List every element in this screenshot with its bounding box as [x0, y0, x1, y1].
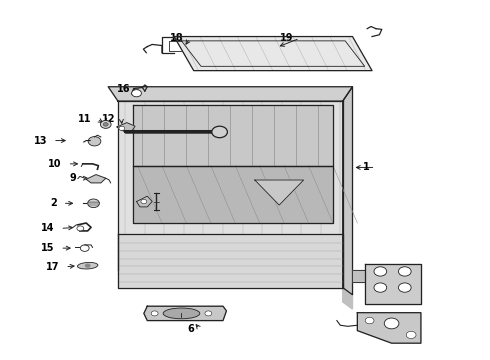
Polygon shape: [86, 175, 106, 183]
Text: 13: 13: [34, 136, 47, 145]
Polygon shape: [365, 264, 421, 304]
Ellipse shape: [163, 308, 200, 319]
Circle shape: [119, 126, 125, 131]
Polygon shape: [118, 101, 343, 270]
Circle shape: [103, 123, 108, 126]
Circle shape: [88, 199, 99, 208]
Polygon shape: [343, 87, 352, 295]
Circle shape: [374, 283, 387, 292]
Polygon shape: [255, 180, 304, 205]
Text: 7: 7: [407, 324, 414, 334]
Circle shape: [100, 121, 111, 129]
Polygon shape: [144, 306, 226, 320]
Circle shape: [141, 199, 147, 204]
Polygon shape: [133, 166, 333, 223]
Circle shape: [132, 90, 142, 97]
Circle shape: [406, 331, 416, 338]
Circle shape: [212, 126, 227, 138]
Text: 17: 17: [46, 262, 59, 272]
Ellipse shape: [77, 262, 98, 269]
Polygon shape: [117, 123, 135, 131]
Polygon shape: [133, 105, 333, 166]
Polygon shape: [108, 87, 352, 101]
Circle shape: [374, 267, 387, 276]
Polygon shape: [137, 196, 152, 207]
Text: 2: 2: [50, 198, 57, 208]
Circle shape: [365, 318, 374, 324]
Text: 1: 1: [363, 162, 369, 172]
Text: 18: 18: [171, 33, 184, 43]
Text: 11: 11: [77, 114, 91, 124]
Circle shape: [205, 311, 212, 316]
Text: 8: 8: [231, 123, 238, 133]
Circle shape: [398, 283, 411, 292]
Text: 16: 16: [117, 84, 130, 94]
Text: 9: 9: [70, 173, 76, 183]
Text: 4: 4: [148, 206, 155, 216]
Polygon shape: [118, 234, 343, 288]
Text: 10: 10: [49, 159, 62, 169]
Text: 3: 3: [133, 206, 140, 216]
Polygon shape: [343, 288, 352, 309]
Text: 19: 19: [280, 33, 294, 43]
Circle shape: [151, 311, 158, 316]
Text: 6: 6: [187, 324, 194, 334]
Circle shape: [85, 264, 91, 268]
Text: 12: 12: [102, 114, 116, 124]
Circle shape: [88, 136, 101, 146]
Circle shape: [384, 318, 399, 329]
Text: 14: 14: [41, 224, 54, 233]
Polygon shape: [174, 37, 372, 71]
Circle shape: [398, 267, 411, 276]
Text: 5: 5: [407, 277, 414, 287]
Text: 15: 15: [41, 243, 54, 253]
Circle shape: [77, 226, 84, 231]
Polygon shape: [357, 313, 421, 343]
Polygon shape: [351, 270, 365, 282]
